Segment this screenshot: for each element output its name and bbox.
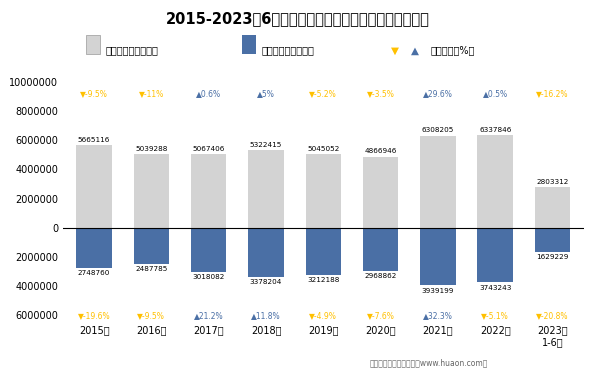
- Bar: [306, 228, 341, 275]
- Text: 5665116: 5665116: [78, 137, 110, 143]
- Text: 5322415: 5322415: [250, 142, 283, 148]
- Bar: [477, 228, 513, 282]
- Text: 2015-2023年6月浙江省外商投资企业进、出口额统计图: 2015-2023年6月浙江省外商投资企业进、出口额统计图: [166, 11, 430, 26]
- Text: 2968862: 2968862: [364, 273, 397, 279]
- Bar: [535, 187, 570, 228]
- Text: 6308205: 6308205: [422, 127, 454, 134]
- Text: ▼: ▼: [391, 45, 399, 55]
- Bar: [191, 228, 226, 272]
- Bar: [477, 135, 513, 228]
- Text: 4866946: 4866946: [364, 148, 397, 154]
- Text: ▼-9.5%: ▼-9.5%: [80, 89, 108, 98]
- Text: ▲: ▲: [411, 45, 419, 55]
- Text: ▲0.6%: ▲0.6%: [196, 89, 221, 98]
- Bar: [76, 228, 112, 268]
- Text: 5067406: 5067406: [193, 145, 225, 151]
- Text: ▼-5.2%: ▼-5.2%: [309, 89, 337, 98]
- Text: ▼-11%: ▼-11%: [139, 89, 164, 98]
- Text: 2803312: 2803312: [536, 178, 569, 185]
- Text: 5039288: 5039288: [135, 146, 167, 152]
- Text: ▼-3.5%: ▼-3.5%: [367, 89, 395, 98]
- Text: ▼-5.1%: ▼-5.1%: [482, 311, 509, 320]
- Bar: [363, 228, 398, 271]
- Text: 2487785: 2487785: [135, 266, 167, 272]
- Text: ▲21.2%: ▲21.2%: [194, 311, 224, 320]
- Text: ▲0.5%: ▲0.5%: [483, 89, 508, 98]
- Text: ▼-19.6%: ▼-19.6%: [78, 311, 110, 320]
- Text: 3378204: 3378204: [250, 279, 283, 285]
- Text: ▼-4.9%: ▼-4.9%: [309, 311, 337, 320]
- Text: 6337846: 6337846: [479, 127, 511, 133]
- Bar: [191, 154, 226, 228]
- Text: 5045052: 5045052: [307, 146, 340, 152]
- Text: 3939199: 3939199: [422, 288, 454, 293]
- Bar: [76, 145, 112, 228]
- Bar: [306, 154, 341, 228]
- Bar: [249, 150, 284, 228]
- Text: 3743243: 3743243: [479, 285, 511, 290]
- Text: 同比增速（%）: 同比增速（%）: [431, 45, 475, 55]
- Bar: [134, 154, 169, 228]
- Text: 2748760: 2748760: [78, 270, 110, 276]
- Text: ▼-20.8%: ▼-20.8%: [536, 311, 569, 320]
- Text: ▲5%: ▲5%: [257, 89, 275, 98]
- Bar: [535, 228, 570, 252]
- Text: 进口总额（万美元）: 进口总额（万美元）: [262, 45, 315, 55]
- Text: 制图：华经产业研究院（www.huaon.com）: 制图：华经产业研究院（www.huaon.com）: [370, 358, 488, 367]
- Text: ▲11.8%: ▲11.8%: [251, 311, 281, 320]
- Text: 3018082: 3018082: [193, 274, 225, 280]
- Bar: [420, 135, 456, 228]
- Text: ▼-16.2%: ▼-16.2%: [536, 89, 569, 98]
- Text: ▼-7.6%: ▼-7.6%: [367, 311, 395, 320]
- Bar: [363, 157, 398, 228]
- Text: ▲32.3%: ▲32.3%: [423, 311, 453, 320]
- Text: ▼-9.5%: ▼-9.5%: [138, 311, 165, 320]
- Bar: [249, 228, 284, 277]
- Text: 1629229: 1629229: [536, 254, 569, 260]
- Text: 3212188: 3212188: [307, 277, 340, 283]
- Bar: [420, 228, 456, 285]
- Text: 出口总额（万美元）: 出口总额（万美元）: [105, 45, 158, 55]
- Bar: [134, 228, 169, 264]
- Text: ▲29.6%: ▲29.6%: [423, 89, 453, 98]
